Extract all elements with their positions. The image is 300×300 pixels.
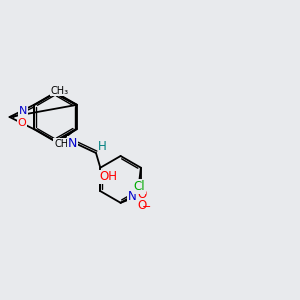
Text: H: H [98, 140, 107, 153]
Text: CH₃: CH₃ [54, 139, 72, 149]
Text: Cl: Cl [134, 180, 145, 193]
Text: O: O [17, 118, 26, 128]
Text: O: O [137, 199, 146, 212]
Text: −: − [142, 202, 152, 212]
Text: CH₃: CH₃ [51, 86, 69, 96]
Text: OH: OH [100, 170, 118, 184]
Text: +: + [132, 186, 140, 196]
Text: N: N [19, 106, 27, 116]
Text: N: N [68, 137, 77, 150]
Text: N: N [128, 190, 136, 203]
Text: O: O [137, 188, 146, 201]
